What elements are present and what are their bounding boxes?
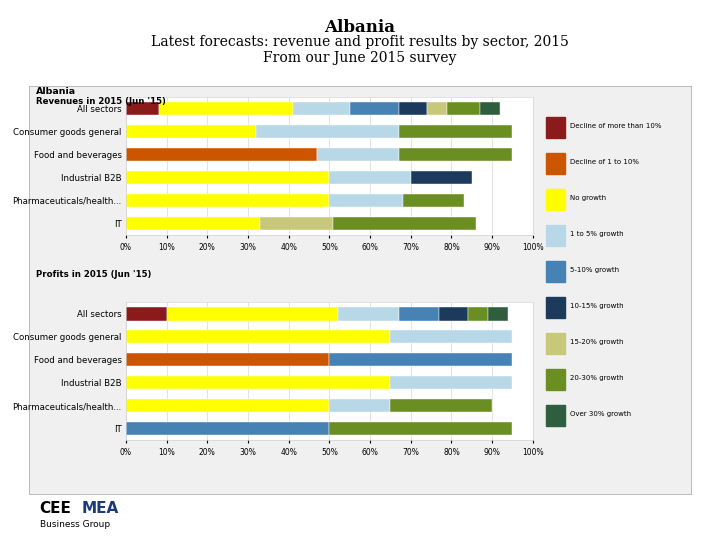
Bar — [427, 102, 447, 116]
Bar — [329, 422, 513, 435]
Bar — [260, 217, 333, 230]
Bar — [402, 194, 464, 207]
Text: Profits in 2015 (Jun '15): Profits in 2015 (Jun '15) — [36, 270, 151, 279]
Text: 20-30% growth: 20-30% growth — [570, 375, 623, 381]
Bar — [390, 330, 513, 343]
Bar — [126, 148, 318, 161]
Bar — [546, 117, 565, 138]
Bar — [468, 307, 488, 321]
Bar — [447, 102, 480, 116]
Bar — [126, 125, 256, 138]
Bar — [350, 102, 399, 116]
Text: Revenues in 2015 (Jun '15): Revenues in 2015 (Jun '15) — [36, 97, 166, 106]
Text: CEE: CEE — [40, 501, 71, 516]
Bar — [126, 330, 390, 343]
Text: 15-20% growth: 15-20% growth — [570, 339, 623, 345]
Text: From our June 2015 survey: From our June 2015 survey — [264, 51, 456, 65]
Text: Albania: Albania — [325, 19, 395, 36]
Text: Latest forecasts: revenue and profit results by sector, 2015: Latest forecasts: revenue and profit res… — [151, 35, 569, 49]
Bar — [546, 189, 565, 210]
Text: Over 30% growth: Over 30% growth — [570, 411, 631, 417]
Bar — [546, 405, 565, 426]
Bar — [318, 148, 399, 161]
Bar — [329, 171, 410, 184]
Bar — [126, 102, 158, 116]
Bar — [546, 333, 565, 354]
Bar — [399, 125, 513, 138]
Text: No growth: No growth — [570, 195, 606, 201]
Bar — [329, 399, 390, 413]
Bar — [329, 353, 513, 367]
Bar — [293, 102, 350, 116]
Bar — [399, 148, 513, 161]
Bar — [399, 102, 427, 116]
Bar — [546, 225, 565, 246]
Text: Business Group: Business Group — [40, 521, 109, 529]
Bar — [126, 194, 329, 207]
Bar — [390, 376, 513, 389]
Bar — [390, 399, 492, 413]
Bar — [126, 353, 329, 367]
Text: 10-15% growth: 10-15% growth — [570, 303, 623, 309]
Bar — [546, 369, 565, 390]
Bar — [410, 171, 472, 184]
Bar — [480, 102, 500, 116]
Bar — [333, 217, 476, 230]
Bar — [488, 307, 508, 321]
Bar — [338, 307, 399, 321]
Text: Decline of 1 to 10%: Decline of 1 to 10% — [570, 159, 639, 165]
Bar — [329, 194, 402, 207]
Bar — [126, 171, 329, 184]
Bar — [256, 125, 399, 138]
Text: MEA: MEA — [81, 501, 119, 516]
Bar — [546, 261, 565, 282]
Text: 1 to 5% growth: 1 to 5% growth — [570, 231, 623, 237]
Bar — [126, 422, 329, 435]
Bar — [126, 399, 329, 413]
Bar — [399, 307, 439, 321]
Bar — [126, 307, 166, 321]
Bar — [546, 297, 565, 318]
Bar — [126, 217, 260, 230]
Bar — [546, 153, 565, 174]
Bar — [166, 307, 338, 321]
Text: Decline of more than 10%: Decline of more than 10% — [570, 123, 661, 129]
Text: 5-10% growth: 5-10% growth — [570, 267, 618, 273]
Text: Albania: Albania — [36, 87, 76, 97]
Bar — [126, 376, 390, 389]
Bar — [439, 307, 468, 321]
Bar — [158, 102, 293, 116]
